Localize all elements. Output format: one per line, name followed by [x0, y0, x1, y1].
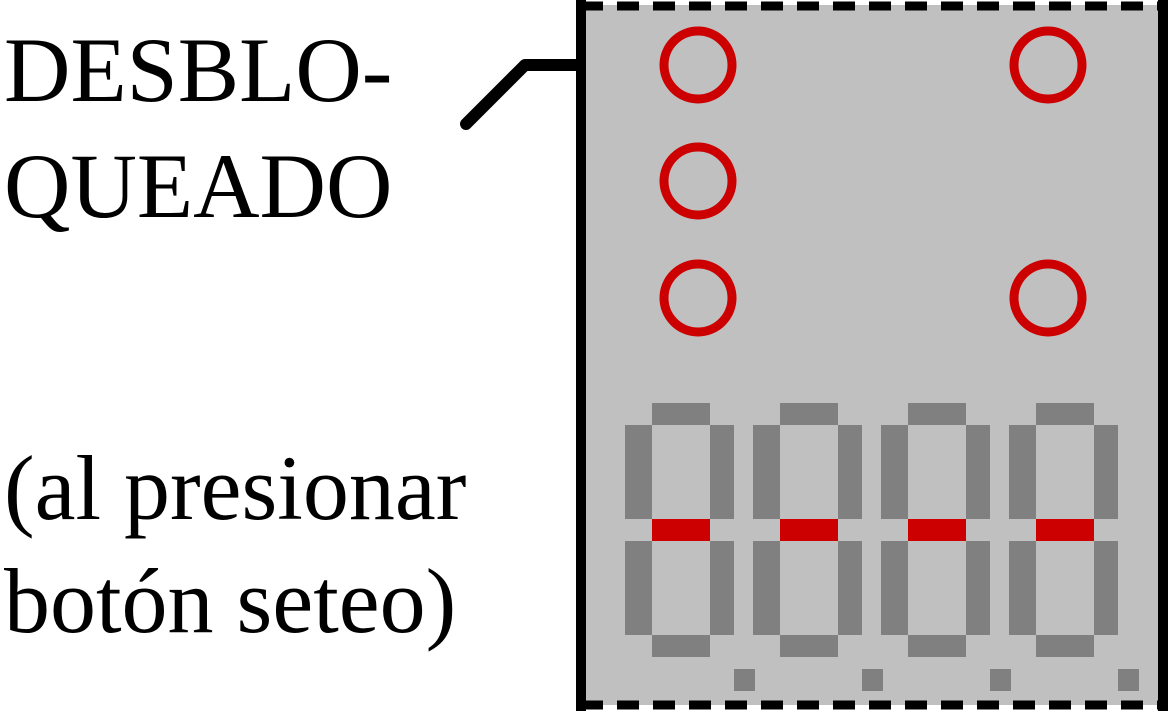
indicator-group [659, 26, 1087, 337]
segment-a [780, 403, 838, 425]
seven-segment-display [625, 403, 1139, 691]
segment-f [753, 425, 780, 519]
indicator-led [659, 26, 737, 104]
segment-f [1009, 425, 1036, 519]
segment-c [838, 541, 862, 635]
segment-g [908, 519, 966, 541]
indicator-led [1009, 259, 1087, 337]
segment-g [652, 519, 710, 541]
segment-d [780, 635, 838, 657]
segment-b [1094, 425, 1118, 519]
indicator-led [659, 142, 737, 220]
decimal-point [734, 669, 755, 691]
segment-c [966, 541, 990, 635]
segment-b [966, 425, 990, 519]
indicator-led [659, 259, 737, 337]
segment-e [881, 541, 908, 635]
label-note-line-1: (al presionar [4, 437, 467, 539]
segment-a [652, 403, 710, 425]
label-unlocked-line-2: QUEADO [4, 135, 393, 237]
segment-d [652, 635, 710, 657]
segment-f [625, 425, 652, 519]
segment-e [753, 541, 780, 635]
label-note-line-2: botón seteo) [4, 550, 457, 652]
segment-b [710, 425, 734, 519]
segment-a [908, 403, 966, 425]
segment-b [838, 425, 862, 519]
segment-d [908, 635, 966, 657]
segment-g [1036, 519, 1094, 541]
decimal-point [990, 669, 1011, 691]
device-panel [576, 0, 1168, 711]
segment-e [1009, 541, 1036, 635]
label-unlocked-line-1: DESBLO- [4, 19, 393, 121]
panel-background [581, 5, 1162, 705]
segment-a [1036, 403, 1094, 425]
decimal-point [1118, 669, 1139, 691]
indicator-led [1009, 26, 1087, 104]
segment-e [625, 541, 652, 635]
segment-g [780, 519, 838, 541]
segment-f [881, 425, 908, 519]
decimal-point [862, 669, 883, 691]
segment-d [1036, 635, 1094, 657]
segment-c [1094, 541, 1118, 635]
segment-c [710, 541, 734, 635]
